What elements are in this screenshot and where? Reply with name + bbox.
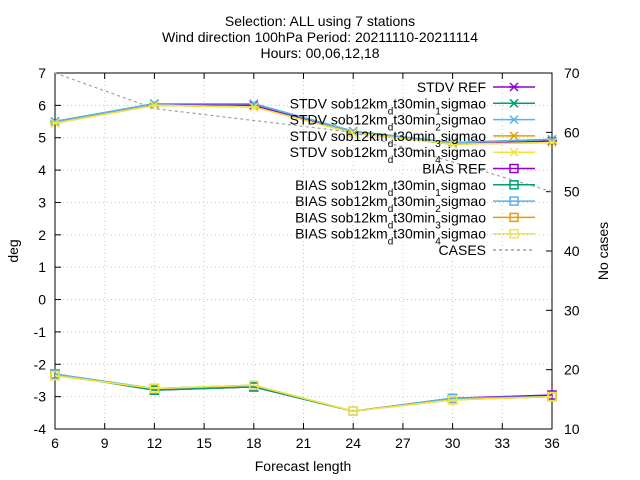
legend-item: STDV sob12kmdt30min1sigmao	[290, 95, 535, 117]
data-point-x-marker	[547, 136, 557, 146]
data-point-x-marker	[248, 102, 259, 112]
data-point-x-marker	[447, 139, 458, 149]
series-line	[54, 103, 553, 144]
data-point-x-marker	[509, 131, 519, 141]
y-tick-label: 4	[38, 162, 46, 178]
legend-item: STDV REF	[417, 79, 535, 95]
y-tick-label: 5	[38, 130, 46, 146]
y2-tick-label: 40	[564, 243, 580, 259]
y2-axis-label: No cases	[595, 222, 611, 280]
series-lines	[50, 72, 557, 416]
y2-tick-label: 20	[564, 362, 580, 378]
legend-item: BIAS REF	[422, 161, 535, 177]
series-9	[50, 370, 557, 416]
legend-label: STDV sob12kmdt30min3sigmao	[290, 128, 487, 150]
series-line	[54, 374, 553, 412]
series-5	[50, 369, 557, 416]
series-line	[54, 72, 553, 193]
x-tick-label: 9	[101, 435, 109, 451]
series-line	[54, 104, 553, 145]
x-tick-label: 15	[196, 435, 212, 451]
data-point-x-marker	[509, 82, 519, 92]
series-4	[50, 100, 557, 149]
series-7	[50, 369, 557, 416]
data-point-square-marker	[348, 406, 358, 416]
legend-item: CASES	[439, 242, 535, 258]
y2-tick-label: 30	[564, 302, 580, 318]
data-point-square-marker	[509, 228, 519, 239]
data-point-x-marker	[447, 138, 458, 148]
legend-item: BIAS sob12kmdt30min4sigmao	[295, 226, 535, 248]
legend-label: STDV sob12kmdt30min4sigmao	[290, 144, 487, 166]
data-point-square-marker	[149, 383, 160, 394]
x-tick-label: 36	[544, 435, 560, 451]
series-6	[50, 369, 557, 416]
legend-item: BIAS sob12kmdt30min1sigmao	[295, 177, 535, 199]
y2-tick-label: 60	[564, 124, 580, 140]
y-tick-label: 7	[38, 65, 46, 81]
x-tick-label: 27	[395, 435, 411, 451]
axes: 6 9 12 15 18 21 24 27 30 33 36-4-3-2-1012345671020…	[34, 65, 580, 451]
x-tick-label: 24	[345, 435, 361, 451]
chart-title-line-3: Hours: 00,06,12,18	[260, 45, 380, 61]
x-axis-label: Forecast length	[255, 458, 352, 474]
series-10	[54, 72, 553, 193]
data-point-x-marker	[547, 138, 557, 148]
data-point-x-marker	[348, 128, 359, 138]
y-tick-label: 1	[38, 259, 46, 275]
legend-label: BIAS sob12kmdt30min2sigmao	[295, 193, 486, 215]
legend-label: BIAS sob12kmdt30min4sigmao	[295, 226, 486, 248]
x-tick-label: 6	[51, 435, 59, 451]
y-tick-label: 3	[38, 194, 46, 210]
chart-title-line-2: Wind direction 100hPa Period: 20211110-2…	[161, 29, 478, 45]
x-tick-label: 33	[495, 435, 511, 451]
y-tick-label: -3	[34, 389, 47, 405]
legend-label: BIAS REF	[422, 161, 486, 177]
legend-label: STDV sob12kmdt30min1sigmao	[290, 95, 487, 117]
data-point-square-marker	[447, 395, 458, 405]
y-tick-label: 6	[38, 97, 46, 113]
legend-label: BIAS sob12kmdt30min1sigmao	[295, 177, 486, 199]
y2-tick-label: 70	[564, 65, 580, 81]
y2-tick-label: 50	[564, 184, 580, 200]
legend-label: STDV REF	[417, 79, 486, 95]
x-tick-label: 12	[147, 435, 163, 451]
data-point-x-marker	[509, 115, 519, 125]
data-point-square-marker	[509, 212, 519, 223]
data-point-square-marker	[509, 163, 519, 174]
legend-item: STDV sob12kmdt30min2sigmao	[290, 112, 535, 134]
legend-item: STDV sob12kmdt30min3sigmao	[290, 128, 535, 150]
y-axis-label: deg	[5, 239, 21, 262]
y-tick-label: 2	[38, 227, 46, 243]
chart-title-line-1: Selection: ALL using 7 stations	[224, 13, 416, 29]
y2-tick-label: 10	[564, 421, 580, 437]
data-point-x-marker	[50, 117, 60, 127]
data-point-square-marker	[249, 380, 259, 391]
legend-item: STDV sob12kmdt30min4sigmao	[290, 144, 535, 166]
y-tick-label: 0	[38, 292, 46, 308]
data-point-x-marker	[509, 98, 519, 108]
data-point-x-marker	[509, 147, 519, 157]
y-tick-label: -4	[34, 421, 47, 437]
data-point-square-marker	[547, 391, 557, 402]
y-tick-label: -2	[34, 356, 47, 372]
legend-item: BIAS sob12kmdt30min3sigmao	[295, 209, 535, 231]
legend-label: CASES	[439, 242, 486, 258]
legend-item: BIAS sob12kmdt30min2sigmao	[295, 193, 535, 215]
x-tick-label: 21	[296, 435, 312, 451]
data-point-square-marker	[50, 370, 60, 381]
data-point-square-marker	[509, 196, 519, 206]
data-point-x-marker	[50, 118, 60, 128]
legend-label: STDV sob12kmdt30min2sigmao	[290, 112, 487, 134]
data-point-square-marker	[509, 180, 519, 190]
legend-label: BIAS sob12kmdt30min3sigmao	[295, 209, 486, 231]
x-tick-label: 18	[246, 435, 262, 451]
data-point-x-marker	[149, 100, 160, 110]
x-tick-label: 30	[445, 435, 461, 451]
y-tick-label: -1	[34, 324, 47, 340]
